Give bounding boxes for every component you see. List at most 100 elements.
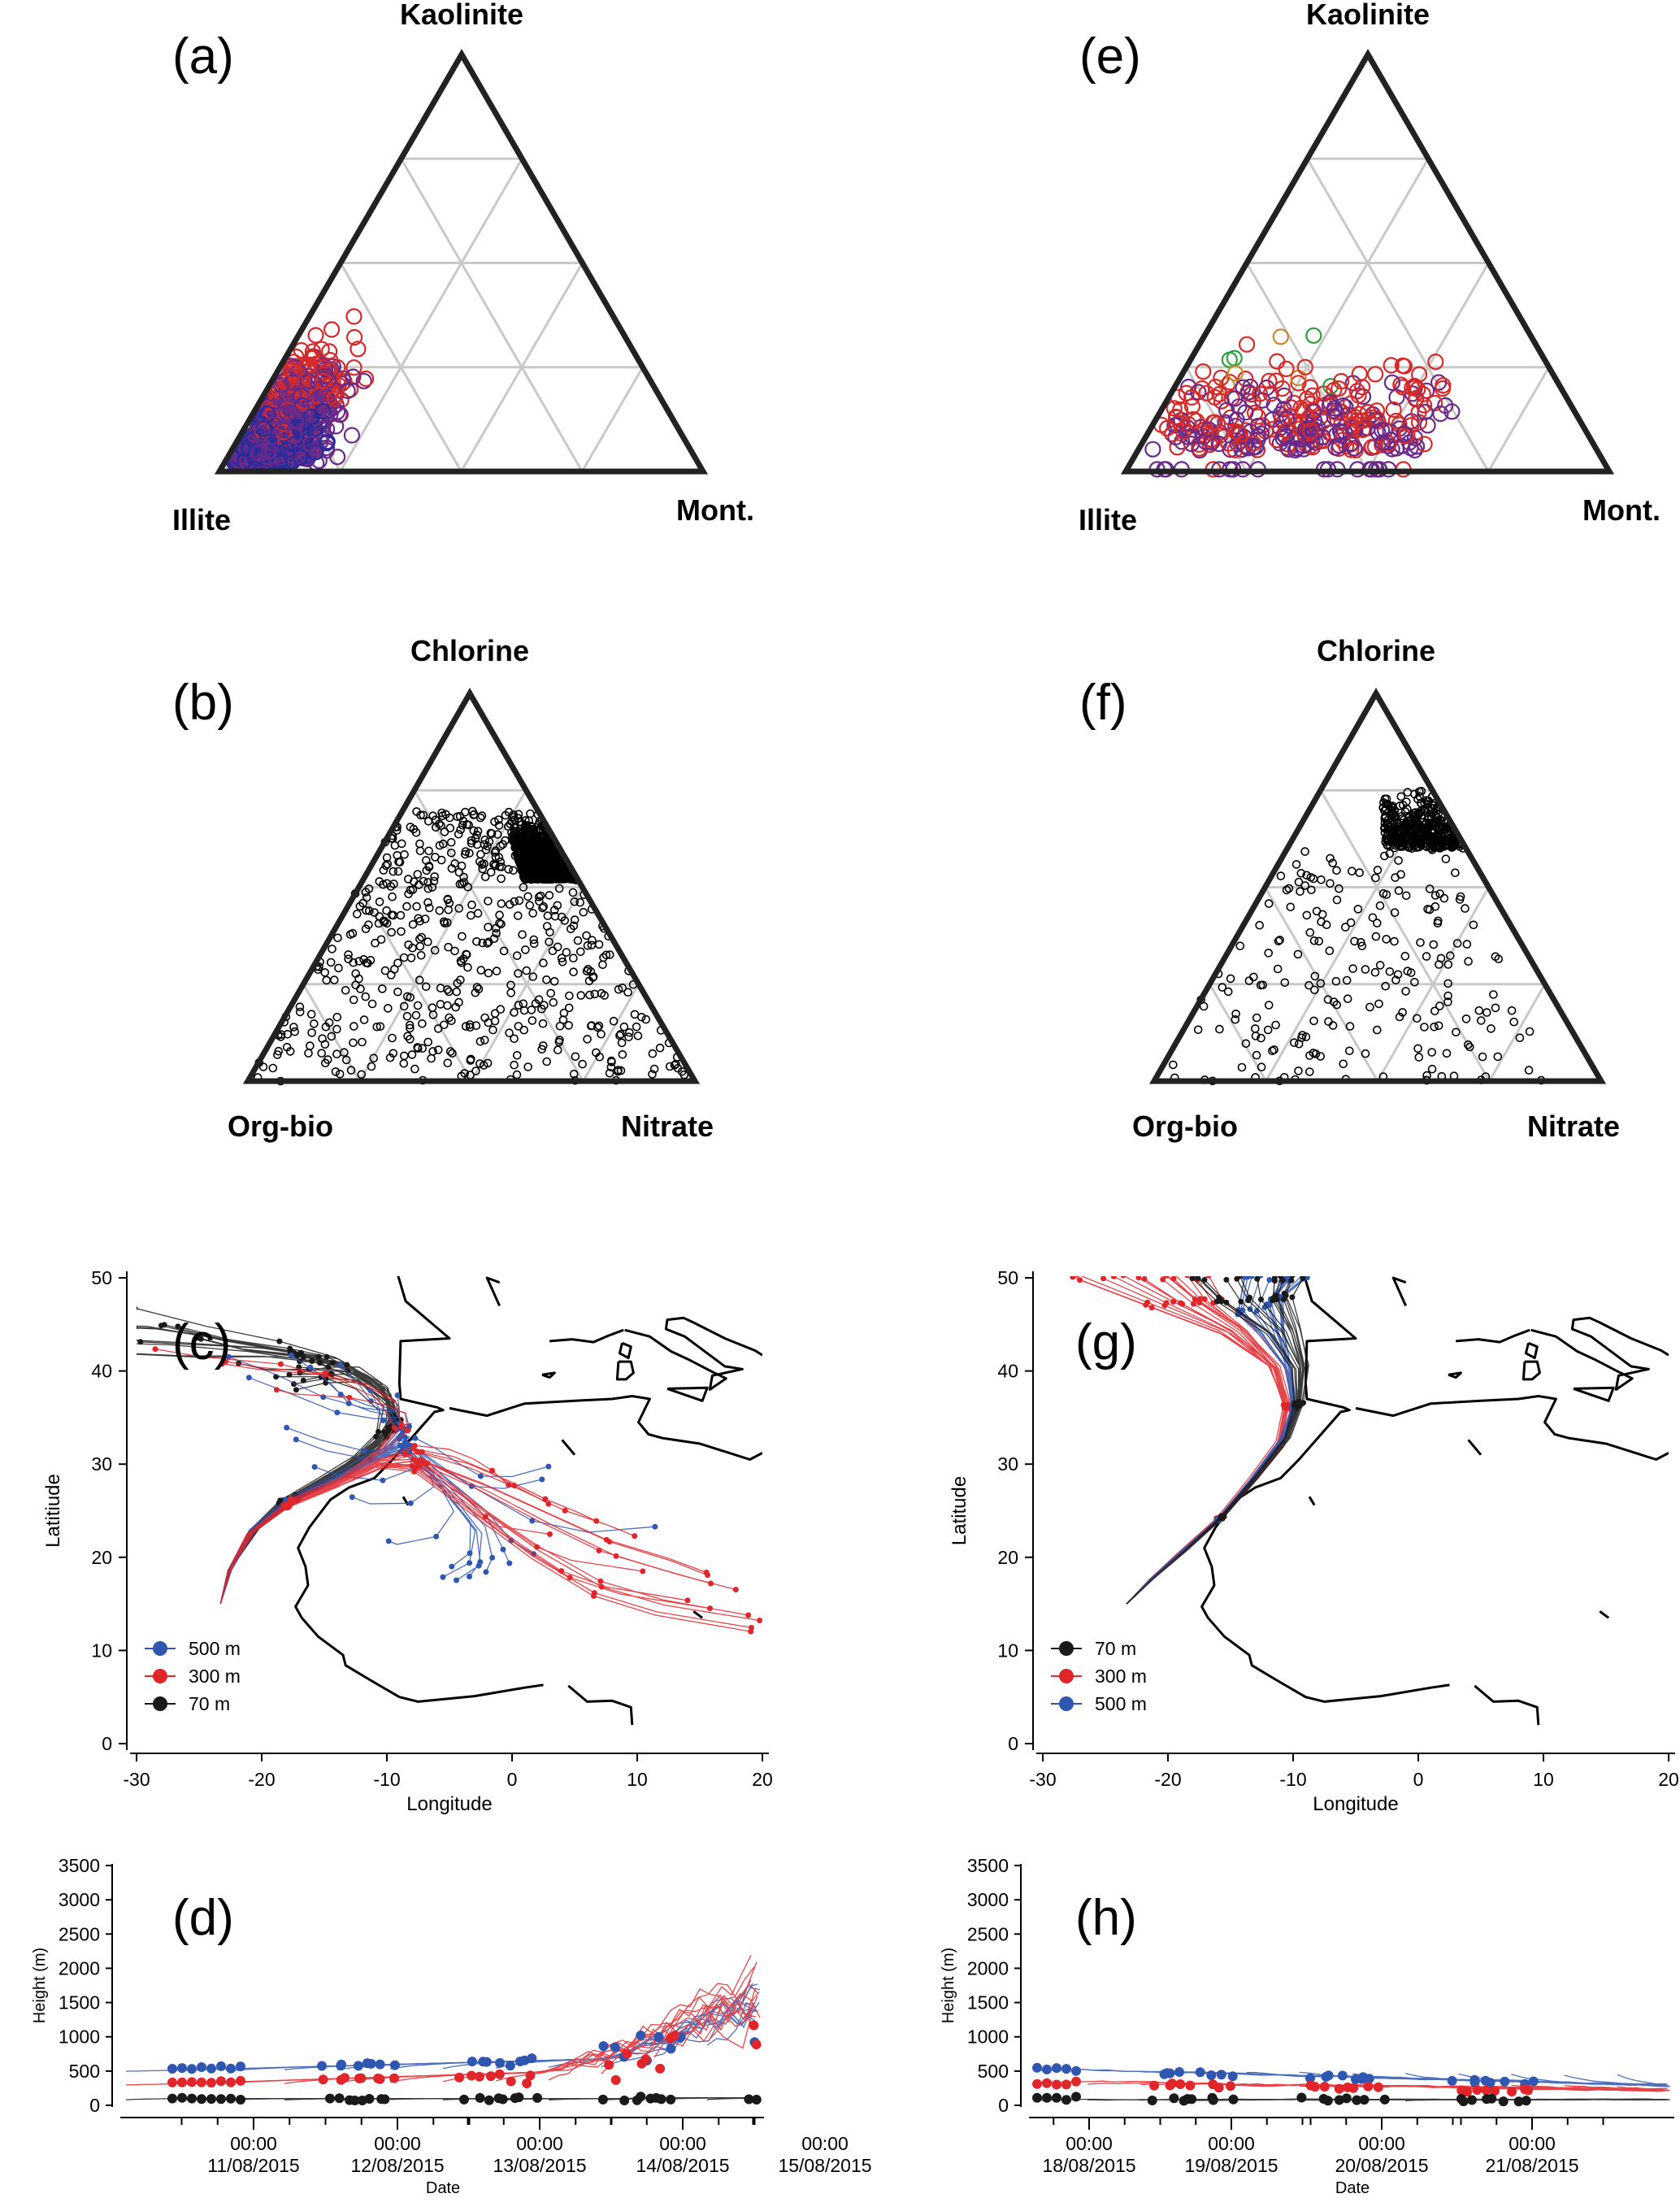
height-marker	[666, 2044, 676, 2054]
data-point	[332, 1024, 341, 1034]
data-point	[354, 957, 364, 966]
coastline	[1599, 1610, 1609, 1619]
height-marker	[1226, 2081, 1235, 2092]
trajectory-marker	[385, 1538, 392, 1544]
data-point	[476, 966, 486, 975]
data-point	[1421, 833, 1430, 843]
data-point	[458, 880, 467, 888]
data-point	[375, 897, 384, 906]
trajectory-marker	[454, 1577, 459, 1583]
data-point	[443, 1001, 452, 1010]
data-point	[1430, 891, 1440, 900]
data-point	[1296, 358, 1313, 376]
data-point	[467, 836, 476, 845]
data-point	[1223, 987, 1233, 997]
data-point	[617, 1038, 627, 1048]
data-point	[400, 850, 409, 859]
data-point	[1308, 423, 1326, 440]
grid-line	[339, 158, 523, 472]
data-point	[1264, 899, 1274, 908]
data-point	[343, 427, 360, 444]
data-point	[1332, 895, 1342, 905]
data-point	[329, 448, 346, 466]
data-point	[1277, 428, 1294, 445]
data-point	[423, 884, 433, 893]
height-marker	[317, 2061, 327, 2071]
height-marker	[1175, 2079, 1186, 2089]
data-point	[618, 984, 627, 993]
data-point	[388, 892, 397, 901]
data-point	[1302, 422, 1319, 440]
height-marker	[236, 2095, 245, 2105]
x-tick-time: 00:00	[1066, 2133, 1113, 2154]
trajectory-marker	[748, 1628, 754, 1635]
trajectory-marker	[1184, 1276, 1190, 1279]
data-point	[466, 910, 475, 920]
data-point	[504, 807, 514, 817]
data-point	[1465, 1042, 1474, 1052]
y-tick-label: 50	[997, 1267, 1018, 1288]
data-point	[408, 943, 417, 953]
height-marker	[636, 2031, 646, 2040]
data-point	[1365, 1002, 1374, 1012]
height-marker	[494, 2069, 505, 2079]
height-marker	[1363, 2081, 1374, 2092]
data-point	[1239, 440, 1257, 457]
data-point	[1427, 1048, 1436, 1057]
data-point	[1332, 1000, 1341, 1010]
height-marker	[1334, 2095, 1344, 2105]
data-point	[1342, 975, 1352, 985]
data-point	[525, 901, 535, 910]
data-point	[1406, 968, 1416, 977]
data-point	[586, 966, 596, 976]
data-point	[1183, 389, 1200, 406]
data-point	[528, 909, 538, 918]
grid-line	[1376, 886, 1490, 1082]
x-tick-time: 00:00	[1509, 2133, 1556, 2154]
legend-label: 500 m	[189, 1638, 241, 1659]
data-point	[1422, 952, 1431, 961]
data-point	[616, 1030, 625, 1039]
data-point	[1525, 1027, 1535, 1036]
data-point	[1394, 357, 1412, 374]
height-marker	[640, 2054, 651, 2065]
data-point	[411, 1010, 421, 1020]
data-point	[1373, 422, 1391, 439]
data-point	[1183, 397, 1201, 415]
data-point	[329, 358, 346, 376]
data-point	[471, 988, 480, 997]
trajectory-marker	[684, 1597, 691, 1604]
data-point	[1305, 1067, 1314, 1076]
data-point	[295, 363, 312, 380]
grid-line	[339, 262, 462, 472]
trajectory-marker	[1271, 1278, 1278, 1284]
y-tick-label: 40	[91, 1361, 112, 1382]
height-marker	[481, 2057, 492, 2067]
data-point	[495, 910, 504, 919]
coastline	[1448, 1371, 1462, 1379]
data-point	[471, 834, 480, 844]
data-point	[1390, 843, 1399, 853]
data-point	[579, 907, 588, 917]
data-point	[445, 1047, 455, 1056]
trajectory-marker	[412, 1435, 419, 1441]
data-point	[423, 937, 432, 946]
height-marker	[1042, 2092, 1052, 2103]
data-point	[1193, 1025, 1203, 1035]
y-tick-label: 3000	[59, 1889, 100, 1910]
data-point	[547, 845, 556, 855]
data-point	[1305, 927, 1315, 937]
data-point	[332, 406, 349, 424]
data-point	[1374, 999, 1383, 1009]
data-point	[592, 1048, 601, 1058]
height-marker	[1228, 2094, 1239, 2105]
data-point	[1230, 424, 1247, 441]
height-marker	[610, 2042, 620, 2052]
data-point	[510, 897, 519, 906]
trajectory-marker	[409, 1462, 415, 1469]
ternary-outline	[1120, 49, 1615, 475]
data-point	[388, 1033, 397, 1043]
data-point	[1374, 434, 1391, 451]
data-point	[433, 1045, 443, 1054]
data-point	[431, 823, 441, 832]
